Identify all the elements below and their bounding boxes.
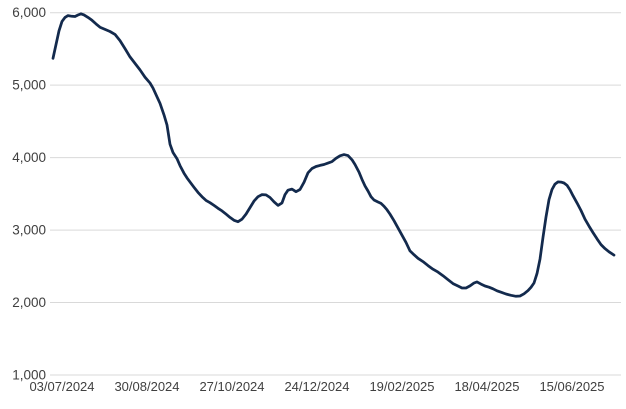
x-axis-tick-label: 15/06/2025 (539, 379, 604, 394)
x-axis-tick-label: 18/04/2025 (454, 379, 519, 394)
y-axis-tick-label: 5,000 (12, 78, 46, 93)
y-axis-tick-label: 6,000 (12, 5, 46, 20)
y-axis-tick-label: 4,000 (12, 150, 46, 165)
x-axis-tick-label: 30/08/2024 (114, 379, 179, 394)
x-axis-tick-label: 03/07/2024 (29, 379, 94, 394)
x-axis-tick-label: 27/10/2024 (199, 379, 264, 394)
series-line (51, 12, 616, 298)
y-axis-tick-label: 2,000 (12, 295, 46, 310)
x-axis-tick-label: 24/12/2024 (284, 379, 349, 394)
x-axis-tick-label: 19/02/2025 (369, 379, 434, 394)
y-axis-tick-label: 1,000 (12, 368, 46, 383)
y-axis-tick-label: 3,000 (12, 223, 46, 238)
